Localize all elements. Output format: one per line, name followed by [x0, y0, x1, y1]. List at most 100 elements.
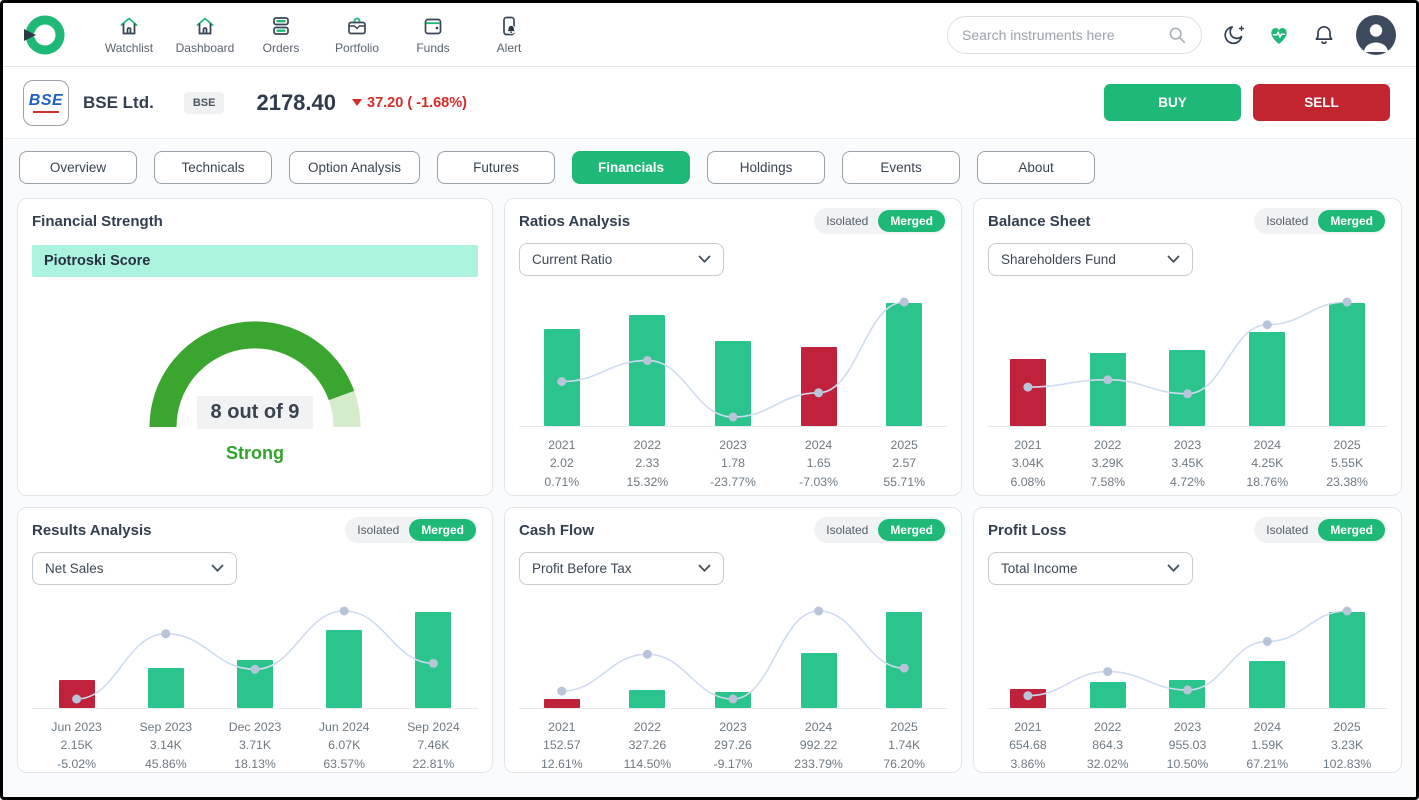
- tab-about[interactable]: About: [977, 151, 1096, 184]
- toggle-merged[interactable]: Merged: [1318, 519, 1385, 541]
- growth-trend-line: [72, 606, 438, 704]
- buy-button[interactable]: BUY: [1104, 84, 1241, 121]
- chart-bar[interactable]: [886, 303, 923, 426]
- chart-bar[interactable]: [800, 653, 837, 708]
- trend-dot: [728, 694, 738, 704]
- chart-bar[interactable]: [714, 340, 751, 426]
- isolated-merged-toggle[interactable]: Isolated Merged: [814, 517, 947, 543]
- stock-price: 2178.40: [256, 89, 336, 115]
- panel-title: Profit Loss: [988, 521, 1067, 539]
- trend-dot: [1023, 691, 1033, 701]
- home-icon: [196, 17, 214, 35]
- chart-plot-area: [988, 591, 1387, 709]
- toggle-merged[interactable]: Merged: [409, 519, 476, 541]
- x-axis-label: 2025 1.74K 76.20%: [883, 720, 926, 771]
- nav-item-portfolio[interactable]: Portfolio: [319, 14, 395, 55]
- chart-bar[interactable]: [1089, 682, 1126, 708]
- trend-dot: [1103, 375, 1113, 385]
- x-axis-label: 2021 3.04K 6.08%: [1010, 438, 1046, 489]
- x-axis-label: 2022 327.26 114.50%: [623, 720, 672, 771]
- chart-bar[interactable]: [1089, 353, 1126, 426]
- nav-item-orders[interactable]: Orders: [243, 14, 319, 55]
- trend-dot: [1262, 636, 1272, 646]
- results-analysis-chart: Jun 2023 2.15K -5.02% Sep 2023 3.14K 45.86% De…: [32, 591, 478, 772]
- chart-bar[interactable]: [1329, 303, 1366, 426]
- search-input[interactable]: [962, 26, 1167, 43]
- chart-bar[interactable]: [629, 689, 666, 708]
- search-box[interactable]: [947, 15, 1202, 54]
- profit-loss-chart: 2021 654.68 3.86% 2022 864.3 32.02% 2023 955.03…: [988, 591, 1387, 772]
- nav-item-label: Orders: [262, 41, 300, 55]
- trend-dot: [814, 606, 824, 616]
- company-name: BSE Ltd.: [83, 92, 154, 112]
- trend-dot: [899, 663, 909, 673]
- chart-bar[interactable]: [326, 629, 363, 708]
- home-icon: [120, 17, 138, 35]
- toggle-isolated[interactable]: Isolated: [826, 523, 869, 537]
- metric-select-value: Current Ratio: [532, 252, 613, 267]
- nav-item-dashboard[interactable]: Dashboard: [167, 14, 243, 55]
- dark-mode-toggle[interactable]: [1222, 23, 1246, 47]
- x-axis-label: Jun 2023 2.15K -5.02%: [51, 720, 102, 771]
- nav-item-watchlist[interactable]: Watchlist: [91, 14, 167, 55]
- tab-option-analysis[interactable]: Option Analysis: [289, 151, 421, 184]
- chart-bar[interactable]: [629, 314, 666, 426]
- panel-ratios-analysis: Ratios Analysis Isolated Merged Current …: [504, 198, 962, 496]
- sell-button[interactable]: SELL: [1253, 84, 1390, 121]
- tab-financials[interactable]: Financials: [572, 151, 691, 184]
- isolated-merged-toggle[interactable]: Isolated Merged: [814, 208, 947, 234]
- trend-dot: [557, 377, 567, 387]
- nav-item-funds[interactable]: Funds: [395, 14, 471, 55]
- topbar-right: [947, 14, 1396, 55]
- toggle-isolated[interactable]: Isolated: [1266, 214, 1309, 228]
- chart-bar[interactable]: [800, 347, 837, 426]
- chart-bar[interactable]: [1009, 358, 1046, 426]
- tab-holdings[interactable]: Holdings: [707, 151, 826, 184]
- toggle-isolated[interactable]: Isolated: [1266, 523, 1309, 537]
- metric-select[interactable]: Total Income: [988, 552, 1193, 585]
- growth-trend-line: [1023, 297, 1352, 399]
- chart-bar[interactable]: [1169, 349, 1206, 426]
- isolated-merged-toggle[interactable]: Isolated Merged: [345, 517, 478, 543]
- trend-dot: [1183, 685, 1192, 695]
- isolated-merged-toggle[interactable]: Isolated Merged: [1254, 517, 1387, 543]
- tab-futures[interactable]: Futures: [437, 151, 556, 184]
- chart-bar[interactable]: [543, 699, 580, 708]
- notifications-button[interactable]: [1312, 23, 1336, 47]
- trend-dot: [814, 388, 824, 398]
- piotroski-score-band: Piotroski Score: [32, 245, 478, 277]
- market-health-button[interactable]: [1266, 23, 1292, 47]
- metric-select[interactable]: Shareholders Fund: [988, 243, 1193, 276]
- toggle-isolated[interactable]: Isolated: [826, 214, 869, 228]
- metric-select-value: Profit Before Tax: [532, 561, 632, 576]
- trend-dot: [728, 412, 738, 422]
- toggle-merged[interactable]: Merged: [878, 210, 945, 232]
- chart-bar[interactable]: [886, 612, 923, 708]
- metric-select[interactable]: Current Ratio: [519, 243, 724, 276]
- chart-bar[interactable]: [1249, 331, 1286, 426]
- toggle-merged[interactable]: Merged: [878, 519, 945, 541]
- price-change: 37.20 ( -1.68%): [352, 95, 467, 111]
- metric-select[interactable]: Net Sales: [32, 552, 237, 585]
- chevron-down-icon: [1167, 564, 1180, 572]
- chart-bar[interactable]: [1249, 660, 1286, 708]
- tab-events[interactable]: Events: [842, 151, 961, 184]
- isolated-merged-toggle[interactable]: Isolated Merged: [1254, 208, 1387, 234]
- briefcase-icon: [348, 17, 366, 35]
- metric-select[interactable]: Profit Before Tax: [519, 552, 724, 585]
- nav-item-alert[interactable]: Alert: [471, 14, 547, 55]
- chart-bar[interactable]: [1329, 612, 1366, 708]
- tab-technicals[interactable]: Technicals: [154, 151, 272, 184]
- cash-flow-chart: 2021 152.57 12.61% 2022 327.26 114.50% 2023 297…: [519, 591, 947, 772]
- toggle-isolated[interactable]: Isolated: [357, 523, 400, 537]
- growth-trend-line: [557, 297, 909, 422]
- tab-overview[interactable]: Overview: [19, 151, 137, 184]
- profile-button[interactable]: [1356, 14, 1396, 55]
- chart-bar[interactable]: [147, 667, 184, 708]
- brand-logo[interactable]: [23, 13, 67, 57]
- toggle-merged[interactable]: Merged: [1318, 210, 1385, 232]
- gauge-arc: [149, 321, 361, 428]
- chart-plot-area: [988, 282, 1387, 427]
- x-axis-label: 2023 1.78 -23.77%: [710, 438, 756, 489]
